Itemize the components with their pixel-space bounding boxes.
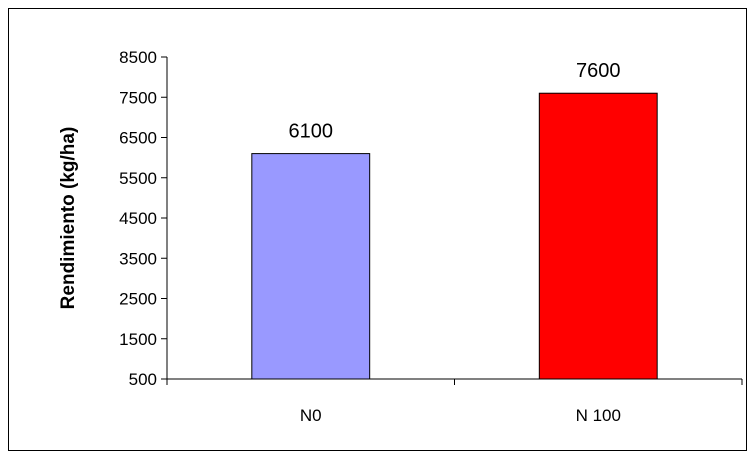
x-tick-label: N 100 xyxy=(576,406,621,425)
x-axis: N0 N 100 xyxy=(166,378,743,425)
data-label: 6100 xyxy=(289,121,334,143)
bars xyxy=(251,92,658,380)
y-axis-label: Rendimiento (kg/ha) xyxy=(58,127,79,310)
y-tick-label: 5500 xyxy=(119,169,157,188)
data-label: 7600 xyxy=(576,60,621,82)
y-tick-label: 2500 xyxy=(119,290,157,309)
bar xyxy=(538,92,658,380)
y-axis: 500 1500 2500 3500 4500 5500 6500 7500 8500 xyxy=(119,48,168,389)
y-tick-label: 4500 xyxy=(119,209,157,228)
bar xyxy=(251,153,371,380)
y-tick-label: 3500 xyxy=(119,249,157,268)
y-tick-label: 7500 xyxy=(119,88,157,107)
y-tick-label: 1500 xyxy=(119,330,157,349)
data-labels: 6100 7600 xyxy=(289,60,621,142)
x-tick-label: N0 xyxy=(300,406,322,425)
y-tick-label: 500 xyxy=(129,370,157,389)
y-tick-label: 6500 xyxy=(119,129,157,148)
y-tick-label: 8500 xyxy=(119,48,157,67)
